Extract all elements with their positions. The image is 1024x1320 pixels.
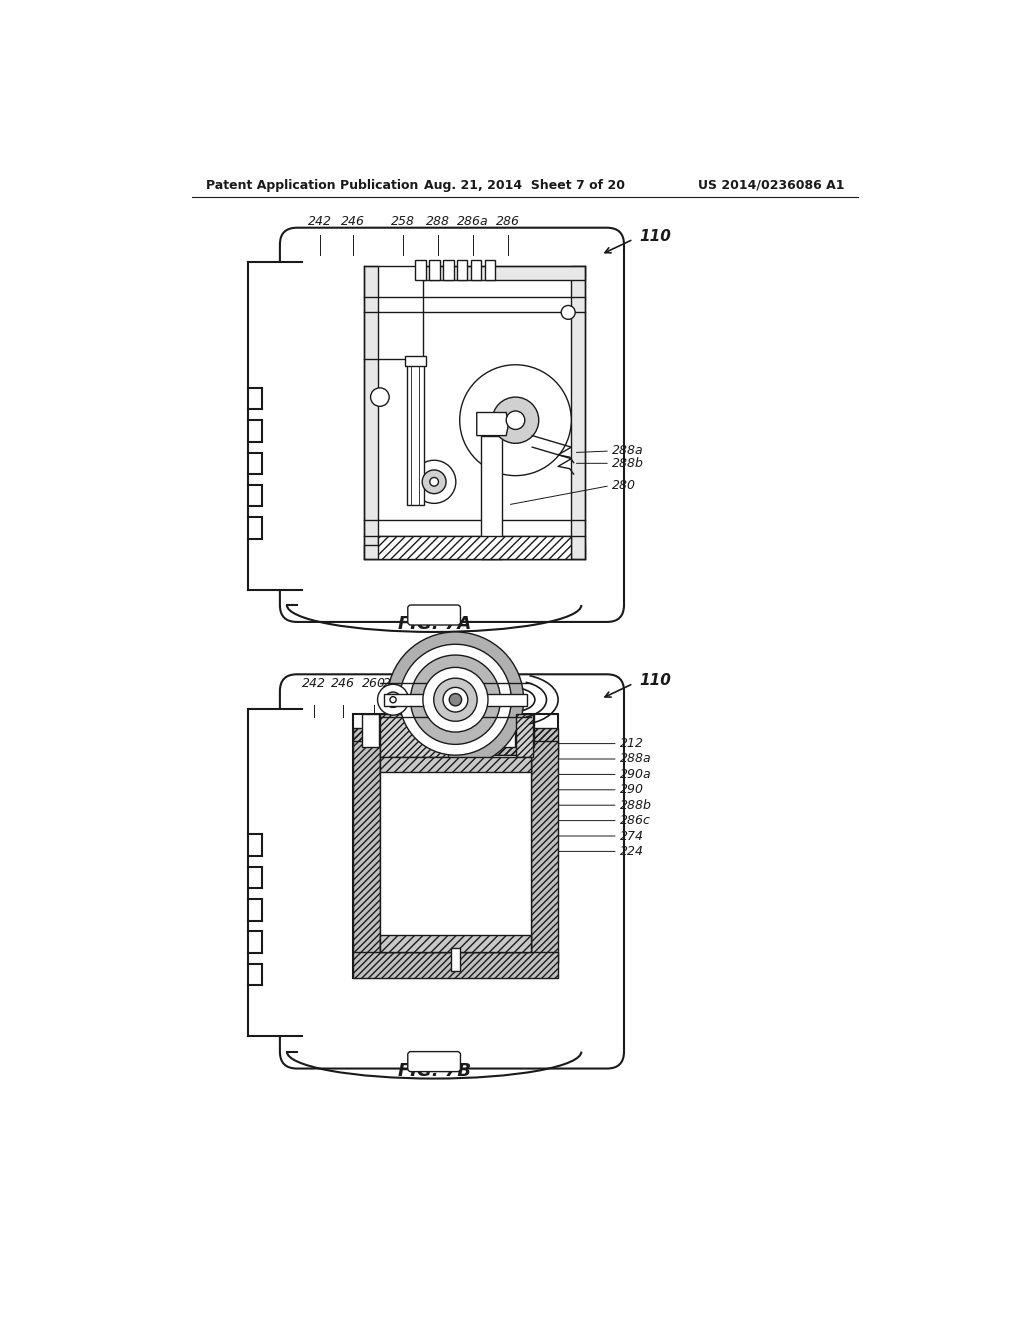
Bar xyxy=(442,260,454,280)
Circle shape xyxy=(434,678,477,721)
Text: Patent Application Publication: Patent Application Publication xyxy=(206,178,418,191)
Text: 246: 246 xyxy=(332,677,355,690)
Text: 286c: 286c xyxy=(621,814,651,828)
FancyBboxPatch shape xyxy=(408,1052,461,1072)
Circle shape xyxy=(390,697,396,702)
Text: 242: 242 xyxy=(308,215,332,228)
Bar xyxy=(365,267,378,558)
Bar xyxy=(352,714,558,978)
Text: 286a: 286a xyxy=(457,215,488,228)
Bar xyxy=(248,263,302,590)
Circle shape xyxy=(387,632,523,767)
FancyBboxPatch shape xyxy=(408,605,461,626)
Text: 258: 258 xyxy=(383,677,408,690)
Text: 110: 110 xyxy=(640,230,672,244)
Circle shape xyxy=(378,684,409,715)
Circle shape xyxy=(561,305,575,319)
Bar xyxy=(451,948,460,970)
Circle shape xyxy=(411,655,501,744)
Bar xyxy=(352,729,558,755)
Bar xyxy=(420,714,437,747)
Text: 242: 242 xyxy=(302,677,326,690)
Circle shape xyxy=(443,688,468,711)
Bar xyxy=(439,714,457,747)
Bar xyxy=(380,755,531,952)
Bar xyxy=(248,709,302,1036)
Text: 274: 274 xyxy=(621,829,644,842)
Text: 260: 260 xyxy=(362,677,386,690)
Bar xyxy=(415,260,426,280)
Text: 212: 212 xyxy=(621,737,644,750)
Text: 110: 110 xyxy=(640,673,672,688)
FancyBboxPatch shape xyxy=(280,227,624,622)
Circle shape xyxy=(423,668,488,733)
Circle shape xyxy=(493,397,539,444)
Circle shape xyxy=(413,461,456,503)
Bar xyxy=(352,952,558,978)
Bar xyxy=(365,545,586,558)
Bar xyxy=(480,436,503,558)
Bar xyxy=(459,714,476,747)
Circle shape xyxy=(506,411,524,429)
Circle shape xyxy=(430,478,438,486)
Text: FIG. 7B: FIG. 7B xyxy=(397,1061,471,1080)
Bar xyxy=(571,267,586,558)
Bar xyxy=(423,267,586,280)
Bar xyxy=(378,536,571,558)
Bar xyxy=(407,363,424,506)
Bar xyxy=(380,714,447,756)
Circle shape xyxy=(422,470,446,494)
Bar xyxy=(384,693,527,706)
Bar xyxy=(515,714,532,756)
Text: 288: 288 xyxy=(412,677,436,690)
Text: 288b: 288b xyxy=(621,799,652,812)
Text: FIG. 7A: FIG. 7A xyxy=(397,615,471,634)
Bar xyxy=(406,355,426,367)
Circle shape xyxy=(450,693,462,706)
Circle shape xyxy=(460,364,571,475)
Bar xyxy=(380,935,531,952)
Text: US 2014/0236086 A1: US 2014/0236086 A1 xyxy=(697,178,844,191)
Bar xyxy=(498,714,515,747)
Bar xyxy=(457,260,467,280)
Text: 288b: 288b xyxy=(612,457,644,470)
Bar xyxy=(362,714,379,747)
Circle shape xyxy=(399,644,511,755)
Bar xyxy=(352,729,558,755)
Bar xyxy=(531,742,558,964)
Text: 290: 290 xyxy=(621,783,644,796)
Text: 246: 246 xyxy=(341,215,365,228)
Bar xyxy=(517,714,535,747)
Text: 258: 258 xyxy=(391,215,415,228)
Bar xyxy=(400,714,418,747)
Bar xyxy=(380,756,531,772)
Bar xyxy=(484,260,496,280)
Bar xyxy=(478,714,496,747)
Text: 286a: 286a xyxy=(449,677,480,690)
Text: Aug. 21, 2014  Sheet 7 of 20: Aug. 21, 2014 Sheet 7 of 20 xyxy=(424,178,626,191)
Circle shape xyxy=(371,388,389,407)
Bar xyxy=(429,260,439,280)
Text: 224: 224 xyxy=(621,845,644,858)
Text: 288a: 288a xyxy=(621,752,651,766)
Text: 288: 288 xyxy=(426,215,450,228)
Text: 288a: 288a xyxy=(612,445,644,458)
Text: 290a: 290a xyxy=(621,768,651,781)
Bar xyxy=(471,260,481,280)
Text: 280: 280 xyxy=(612,479,636,492)
FancyBboxPatch shape xyxy=(280,675,624,1069)
Polygon shape xyxy=(477,412,509,436)
Text: 286: 286 xyxy=(486,677,510,690)
Circle shape xyxy=(385,692,400,708)
Text: 286: 286 xyxy=(496,215,520,228)
Bar xyxy=(381,714,398,747)
Bar xyxy=(352,742,380,964)
